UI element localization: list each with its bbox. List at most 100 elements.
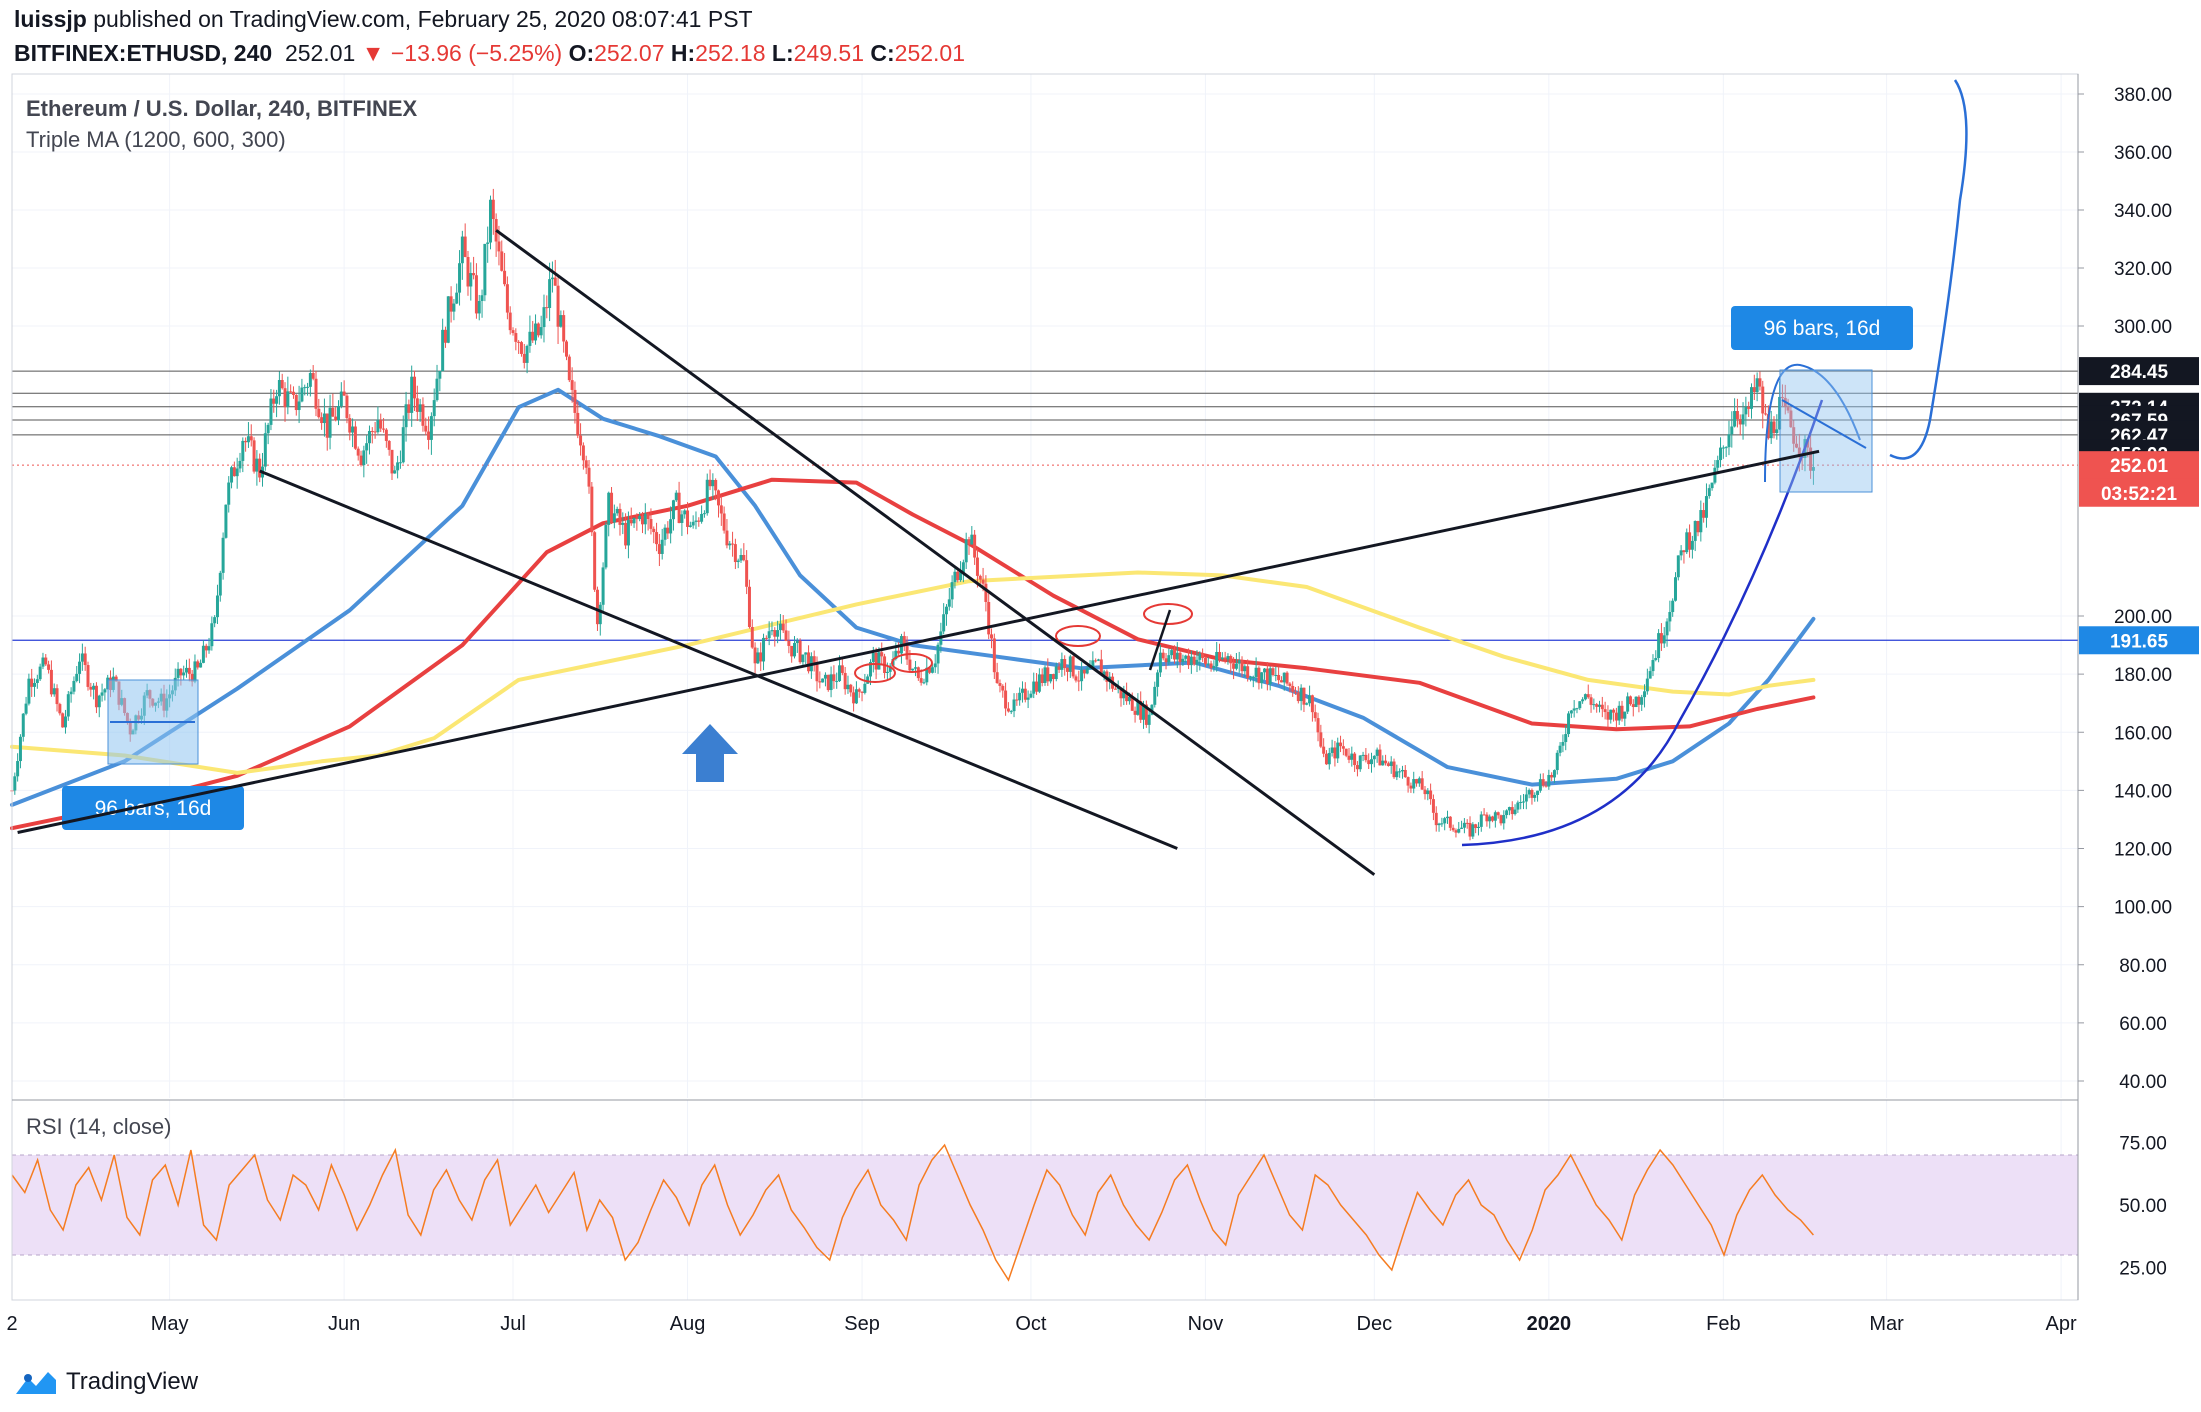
candle-body	[1378, 749, 1382, 766]
candle-body	[868, 662, 872, 677]
candle-body	[790, 645, 794, 657]
candle-body	[618, 508, 622, 525]
candle-body	[1507, 807, 1511, 811]
candle-body	[1735, 411, 1739, 420]
candle-body	[1738, 419, 1742, 425]
candle-body	[382, 428, 386, 430]
candle-body	[55, 688, 59, 705]
candle-body	[241, 440, 245, 461]
candle-body	[1716, 460, 1720, 468]
candle-body	[776, 630, 780, 637]
candle-body	[857, 689, 861, 692]
candle-body	[1333, 747, 1337, 759]
x-tick-label: Apr	[2046, 1313, 2077, 1335]
candle-body	[334, 416, 338, 421]
candle-body	[244, 440, 248, 443]
candle-body	[21, 713, 25, 737]
rsi-legend[interactable]: RSI (14, close)	[26, 1114, 172, 1139]
candle-body	[1696, 521, 1700, 533]
candle-body	[1440, 823, 1444, 825]
candle-body	[1212, 666, 1216, 669]
candle-body	[1119, 687, 1123, 699]
author-name[interactable]: luissjp	[14, 6, 87, 32]
candle-body	[100, 692, 104, 696]
candle-body	[1406, 777, 1410, 786]
symbol-label: BITFINEX:ETHUSD, 240	[14, 40, 273, 66]
candle-body	[1313, 712, 1317, 719]
candle-body	[866, 676, 870, 684]
candle-body	[1358, 755, 1362, 770]
candle-body	[1389, 761, 1393, 766]
x-tick-label: Oct	[1015, 1313, 1047, 1335]
candle-body	[221, 537, 225, 573]
rsi-tick-label: 50.00	[2119, 1196, 2167, 1217]
candle-body	[1460, 827, 1464, 829]
candle-body	[1564, 734, 1568, 743]
candle-body	[1355, 765, 1359, 770]
candle-body	[342, 391, 346, 396]
time-axis[interactable]: 2 May Jun Jul Aug Sep Oct Nov Dec 2020 Feb Mar Apr	[6, 1313, 2077, 1335]
candle-body	[311, 373, 315, 379]
y-tick-label: 80.00	[2119, 956, 2167, 977]
candle-body	[632, 517, 636, 524]
candle-body	[1015, 699, 1019, 701]
candle-body	[612, 513, 616, 523]
candle-body	[902, 636, 906, 646]
candle-body	[75, 673, 79, 681]
candle-body	[339, 391, 343, 406]
open-value: 252.07	[594, 40, 665, 66]
footer-brand[interactable]: TradingView	[66, 1368, 199, 1395]
x-tick-label: Nov	[1188, 1313, 1224, 1335]
candle-body	[1386, 763, 1390, 766]
x-tick-label: 2020	[1527, 1313, 1572, 1335]
candle-body	[1288, 683, 1292, 686]
candle-body	[1175, 652, 1179, 660]
candle-body	[705, 479, 709, 514]
candle-body	[1668, 612, 1672, 622]
candle-body	[1291, 685, 1295, 692]
candle-body	[888, 665, 892, 672]
candle-body	[280, 380, 284, 389]
trendline	[17, 449, 1820, 834]
candle-body	[700, 513, 704, 522]
candle-body	[489, 199, 493, 243]
y-tick-label: 360.00	[2114, 143, 2172, 164]
chart-frame	[11, 73, 2079, 1301]
candle-body	[438, 371, 442, 379]
candle-body	[201, 645, 205, 663]
candle-body	[1099, 659, 1103, 676]
candle-body	[38, 666, 42, 680]
candle-body	[1218, 651, 1222, 660]
measure-label-left: 96 bars, 16d	[95, 797, 212, 820]
candle-body	[1789, 410, 1793, 428]
candle-body	[1271, 668, 1275, 676]
candle-body	[1772, 421, 1776, 434]
candle-body	[784, 630, 788, 641]
candle-body	[1037, 674, 1041, 692]
indicator-legend[interactable]: Triple MA (1200, 600, 300)	[26, 127, 286, 152]
candle-body	[511, 330, 515, 334]
candle-body	[1220, 657, 1224, 660]
price-axis[interactable]: 40.00 60.00 80.00 100.00 120.00 140.00 160.00 1…	[2078, 85, 2172, 1280]
marker-ellipse	[854, 663, 896, 683]
tradingview-logo-icon[interactable]	[14, 1368, 58, 1396]
candle-body	[1583, 694, 1587, 700]
candle-body	[483, 243, 487, 296]
candle-body	[508, 312, 512, 331]
candle-body	[1550, 774, 1554, 778]
candle-body	[1555, 752, 1559, 771]
candle-body	[1066, 667, 1070, 672]
candle-body	[1764, 413, 1768, 415]
candle-body	[556, 285, 560, 327]
measure-box-right	[1779, 369, 1873, 493]
candle-body	[1139, 700, 1143, 720]
candle-body	[1578, 701, 1582, 709]
candle-body	[970, 534, 974, 545]
candle-body	[702, 513, 706, 515]
candle-body	[1415, 779, 1419, 784]
candle-body	[1724, 447, 1728, 449]
candle-body	[1384, 760, 1388, 764]
candle-body	[1043, 667, 1047, 683]
candle-body	[604, 524, 608, 568]
